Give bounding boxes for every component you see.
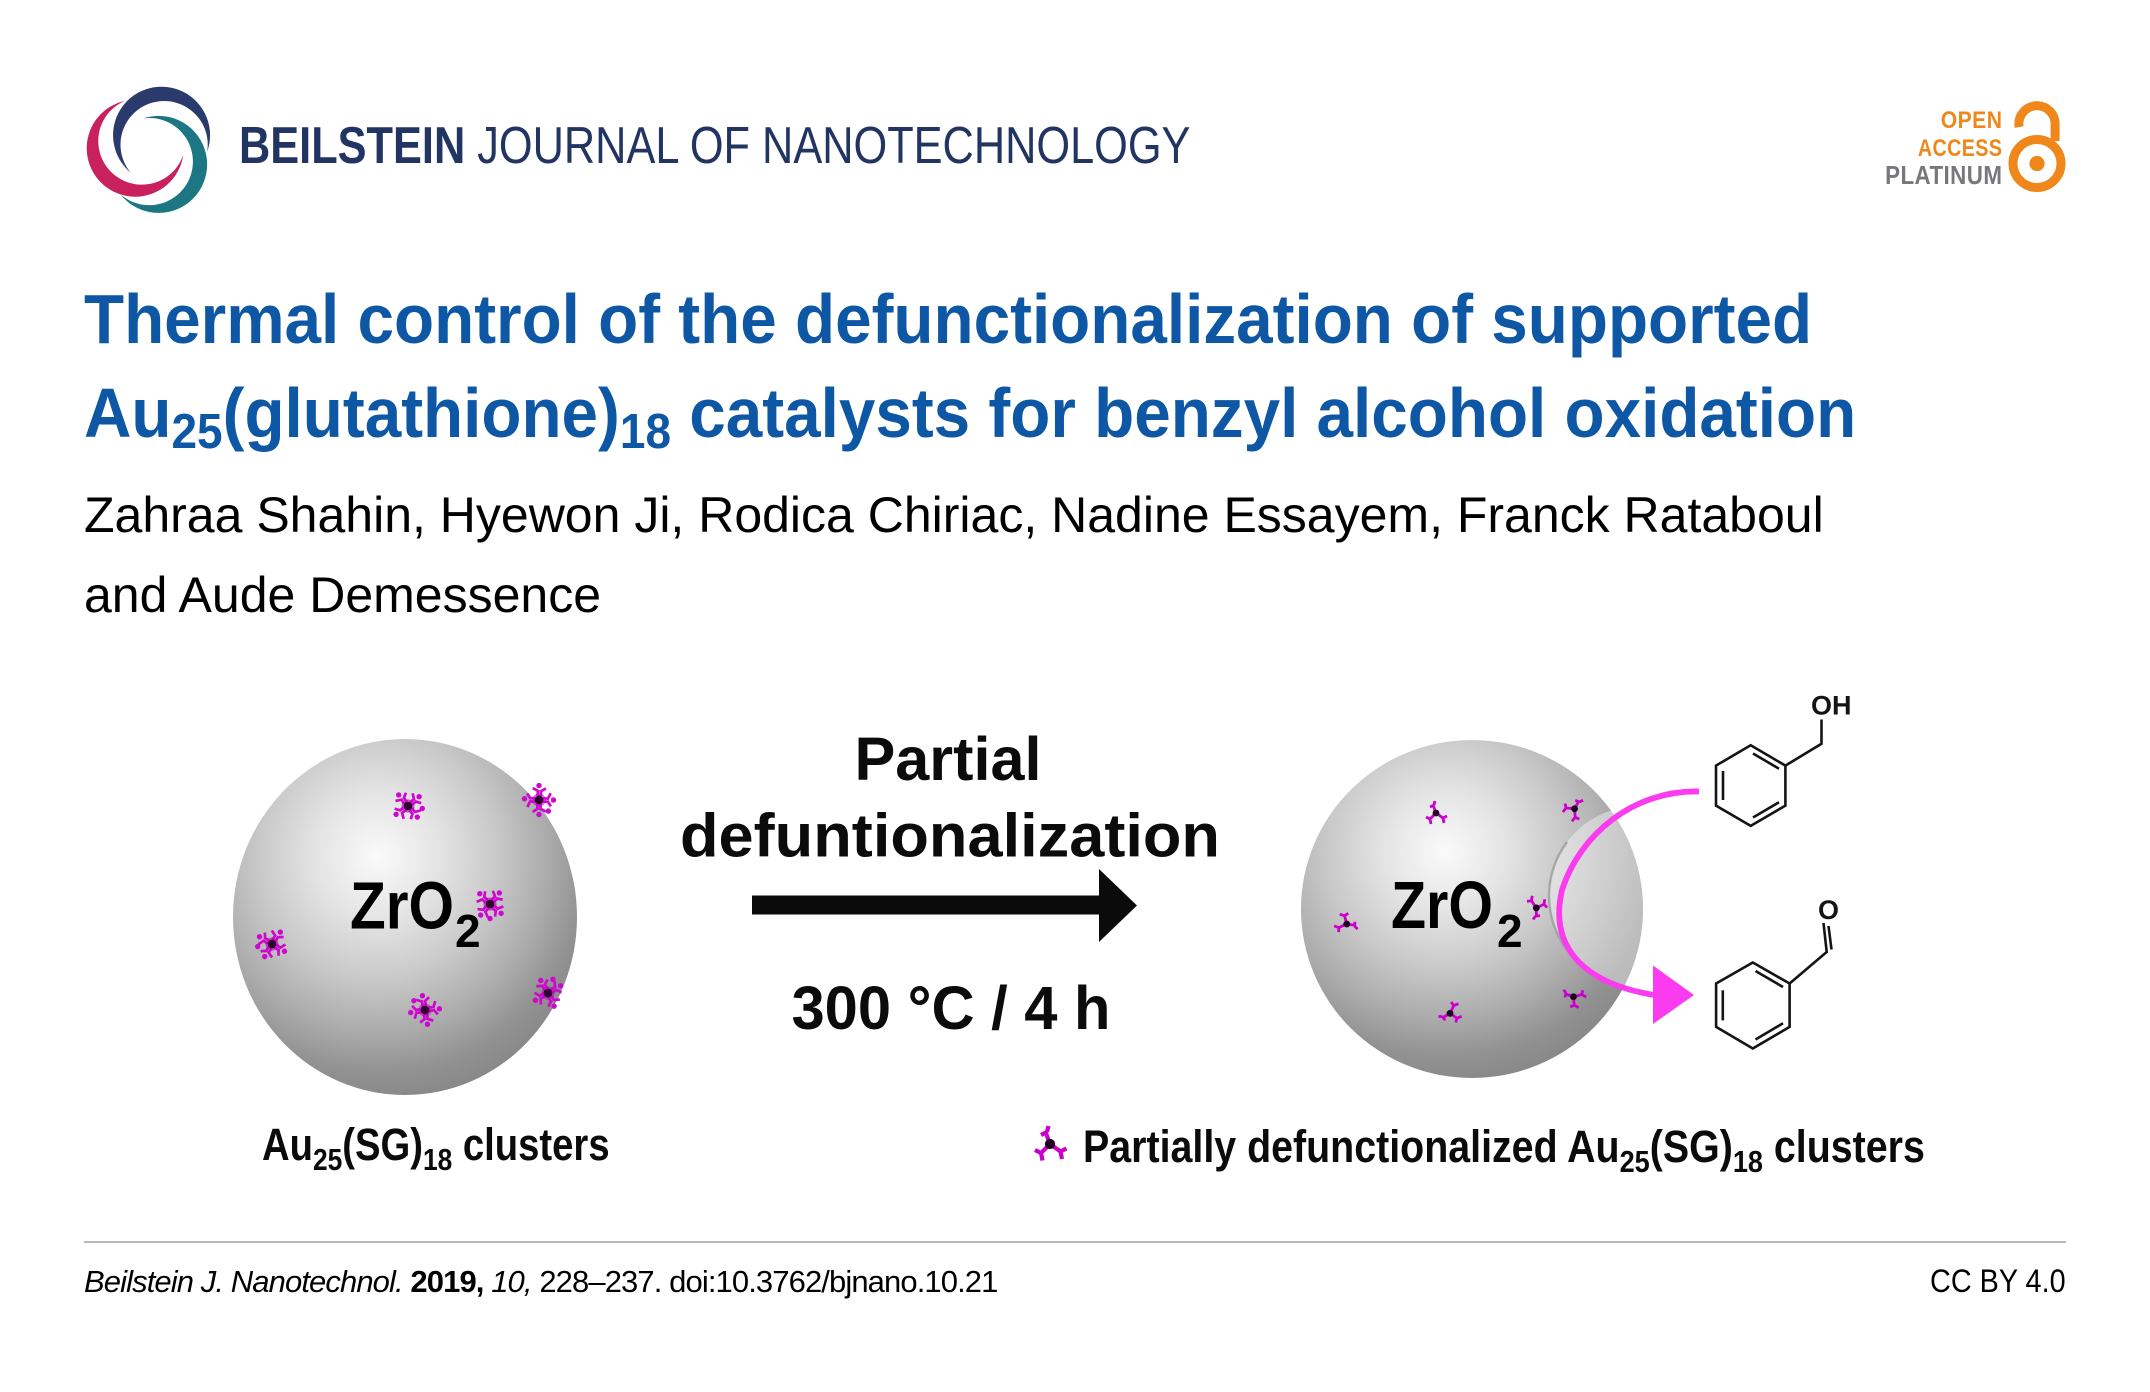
svg-text:OH: OH	[1811, 691, 1852, 721]
svg-text:2: 2	[455, 905, 481, 957]
svg-text:ZrO: ZrO	[350, 869, 454, 944]
svg-text:O: O	[1818, 895, 1839, 925]
svg-text:Partial: Partial	[855, 725, 1042, 793]
svg-text:defuntionalization: defuntionalization	[680, 802, 1220, 870]
svg-text:300 °C / 4 h: 300 °C / 4 h	[792, 974, 1111, 1042]
svg-text:2: 2	[1497, 905, 1523, 957]
svg-text:Partially defunctionalized Au2: Partially defunctionalized Au25(SG)18 cl…	[1083, 1122, 1925, 1180]
svg-text:ZrO: ZrO	[1391, 868, 1493, 943]
svg-text:Au25(SG)18 clusters: Au25(SG)18 clusters	[262, 1119, 610, 1177]
